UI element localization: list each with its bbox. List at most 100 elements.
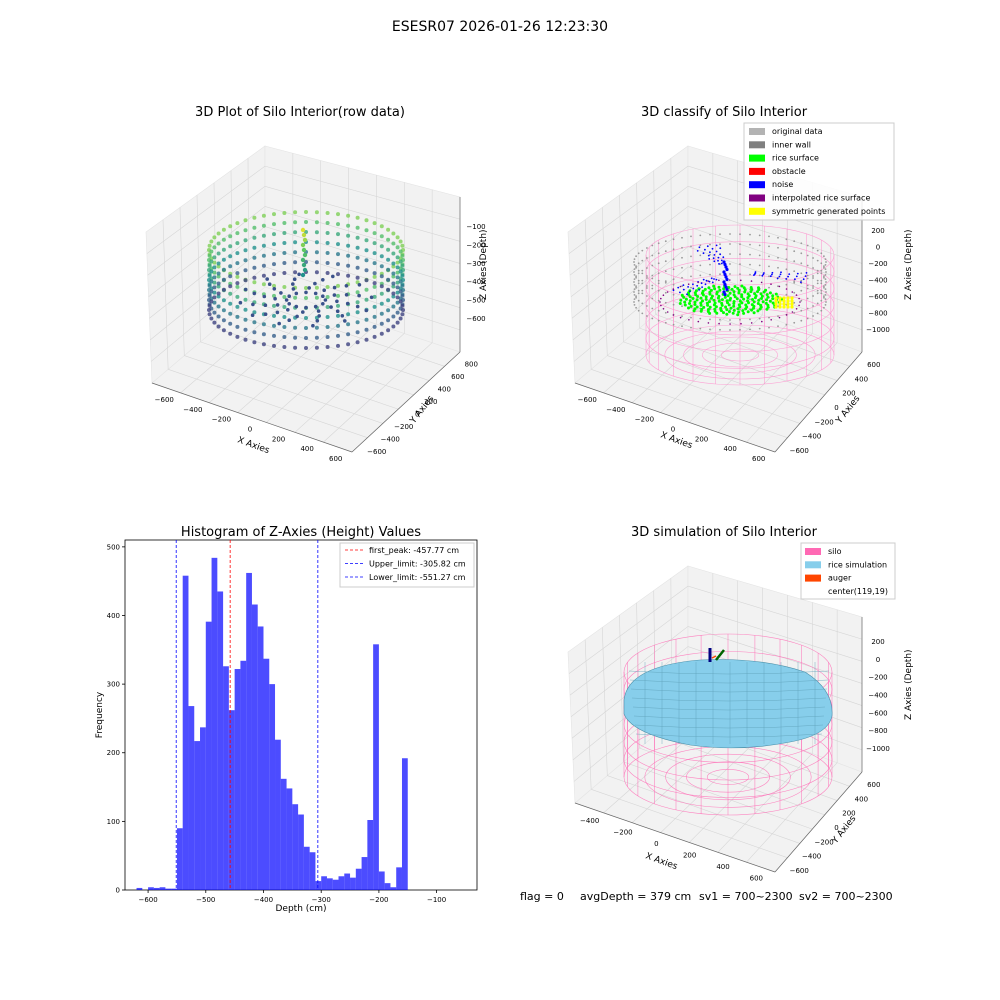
classify-wall-point <box>793 291 796 294</box>
raw-point <box>395 275 400 280</box>
raw-y-tick-label: 800 <box>465 360 478 368</box>
classify-x-tick-label: 600 <box>752 455 765 463</box>
raw-point <box>355 304 360 309</box>
classify-symmetric-point <box>786 299 790 303</box>
histogram-bar <box>378 871 385 890</box>
classify-interp-point <box>662 294 665 297</box>
classify-noise-point <box>724 265 728 269</box>
raw-point <box>252 340 257 345</box>
classify-y-tick-label: 400 <box>855 375 868 383</box>
raw-point <box>228 311 233 316</box>
raw-point <box>398 289 403 294</box>
raw-point <box>291 287 296 291</box>
classify-wall-point <box>672 268 675 271</box>
raw-point <box>304 290 308 295</box>
classify-symmetric-point <box>782 305 786 309</box>
classify-rice-point <box>687 306 690 310</box>
classify-x-tick-label: −400 <box>606 406 625 414</box>
classify-wall-point <box>651 254 654 257</box>
classify-wall-point <box>768 275 770 278</box>
raw-point <box>395 245 400 250</box>
classify-wall-point <box>637 252 640 255</box>
classify-rice-point <box>753 292 757 296</box>
classify-wall-point <box>824 284 827 286</box>
raw-point <box>207 283 212 288</box>
raw-point <box>272 252 276 257</box>
classify-noise-point <box>686 293 688 296</box>
simulation-x-tick-label: 0 <box>654 840 658 848</box>
classify-wall-point <box>719 243 721 246</box>
classify-noise-point <box>696 250 699 252</box>
raw-point <box>300 272 306 278</box>
classify-noise-point <box>709 251 711 254</box>
classify-symmetric-point <box>790 302 794 306</box>
simulation-y-tick-label: −400 <box>802 853 821 861</box>
classify-wall-point <box>793 301 796 304</box>
classify-noise-point <box>796 272 799 275</box>
grid-line <box>746 342 838 443</box>
classify-noise-point <box>689 290 691 293</box>
raw-point <box>364 337 369 342</box>
classify-wall-point <box>820 299 823 302</box>
raw-point <box>235 241 240 246</box>
classify-noise-point <box>785 278 788 280</box>
classify-rice-point <box>699 309 703 313</box>
classify-wall-point <box>664 240 667 243</box>
classify-wall-point <box>657 279 660 282</box>
raw-point <box>301 262 307 268</box>
classify-rice-point <box>720 303 724 307</box>
classify-noise-point <box>725 267 729 272</box>
raw-point <box>207 312 212 317</box>
raw-point <box>235 271 240 276</box>
classify-interp-point <box>770 283 772 286</box>
classify-wall-point <box>681 325 683 328</box>
raw-point <box>336 283 340 288</box>
raw-point <box>336 333 340 338</box>
classify-noise-point <box>805 272 808 274</box>
classify-wall-point <box>641 282 644 285</box>
histogram-bar <box>373 644 379 890</box>
classify-wall-point <box>709 263 711 266</box>
classify-interp-point <box>718 279 720 282</box>
raw-point <box>209 269 214 274</box>
raw-point <box>379 321 384 326</box>
simulation-z-axis-label: Z Axies (Depth) <box>904 649 914 720</box>
classify-wall-point <box>806 277 809 280</box>
raw-point <box>282 251 287 255</box>
classify-rice-point <box>728 291 732 295</box>
raw-point <box>336 293 340 298</box>
x-axis-line <box>151 382 353 453</box>
raw-point <box>391 264 396 269</box>
classify-wall-point <box>806 307 809 310</box>
classify-noise-point <box>804 275 807 277</box>
grid-line <box>323 342 433 443</box>
histogram-bar <box>275 739 281 890</box>
classify-wall-point <box>709 328 711 331</box>
histogram-bar <box>136 887 143 890</box>
raw-point <box>336 222 340 227</box>
raw-point <box>302 267 308 273</box>
raw-point <box>325 271 330 275</box>
grid-line <box>570 626 863 717</box>
raw-point <box>252 330 257 335</box>
classify-wall-point <box>672 303 675 306</box>
histogram-bar <box>401 758 408 890</box>
raw-point <box>252 265 257 270</box>
classify-wall-point <box>657 299 660 302</box>
classify-wall-point <box>657 262 660 265</box>
raw-point <box>243 317 248 322</box>
classify-wall-point <box>635 275 637 278</box>
classify-wall-point <box>729 273 731 275</box>
classify-noise-point <box>702 252 705 255</box>
classify-rice-point <box>727 310 731 314</box>
raw-point <box>216 271 221 276</box>
grid-line <box>591 789 788 858</box>
raw-point <box>355 275 360 280</box>
raw-point <box>272 303 276 308</box>
classify-wall-point <box>646 285 648 287</box>
raw-point <box>235 284 240 289</box>
classify-noise-point <box>705 279 708 282</box>
grid-line <box>670 158 673 301</box>
raw-point <box>386 277 391 282</box>
simulation-z-tick-label: −200 <box>868 674 887 682</box>
